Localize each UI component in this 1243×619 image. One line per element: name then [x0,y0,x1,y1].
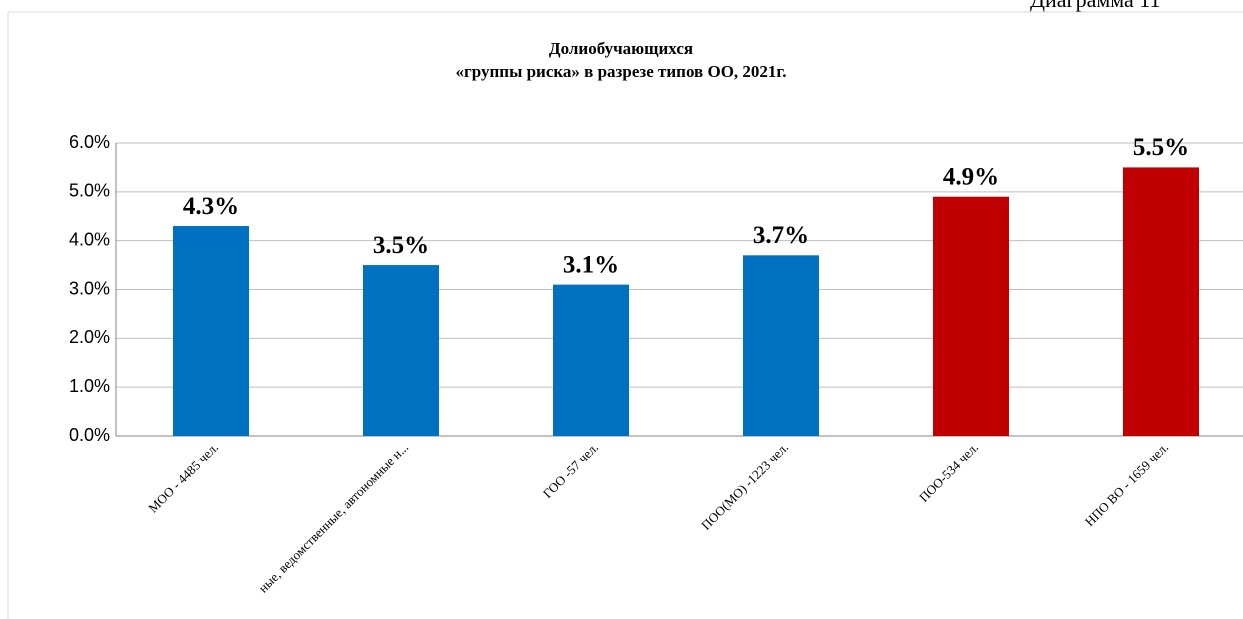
chart-title: Долиобучающихся [549,39,693,58]
data-label: 3.7% [753,222,809,249]
data-label: 4.3% [183,193,239,220]
y-tick-label: 1.0% [69,376,110,396]
x-tick-label: ГОО -57 чел. [540,440,601,501]
bar [173,226,249,436]
bar [933,196,1009,436]
x-tick-label: МОО - 4485 чел. [145,440,221,516]
x-tick-label: НПО ВО - 1659 чел. [1082,440,1172,530]
x-tick-label: ПОО-534 чел. [916,440,981,505]
data-label: 5.5% [1133,134,1189,161]
caption-bg [1000,0,1243,11]
y-tick-label: 5.0% [69,181,110,201]
x-tick-label: ПОО(МО) -1223 чел. [698,440,791,533]
y-tick-label: 3.0% [69,278,110,298]
bar [363,265,439,436]
bar [1123,167,1199,436]
y-tick-label: 0.0% [69,425,110,445]
data-label: 3.1% [563,251,619,278]
y-tick-label: 6.0% [69,132,110,152]
bar [553,284,629,436]
chart-title: «группы риска» в разрезе типов ОО, 2021г… [456,62,787,81]
y-tick-label: 4.0% [69,229,110,249]
bar [743,255,819,436]
data-label: 4.9% [943,163,999,190]
caption: Диаграмма 11 [1030,0,1160,12]
data-label: 3.5% [373,232,429,259]
y-tick-label: 2.0% [69,327,110,347]
x-tick-label: ные, ведомственные, автономные н... [255,440,411,596]
